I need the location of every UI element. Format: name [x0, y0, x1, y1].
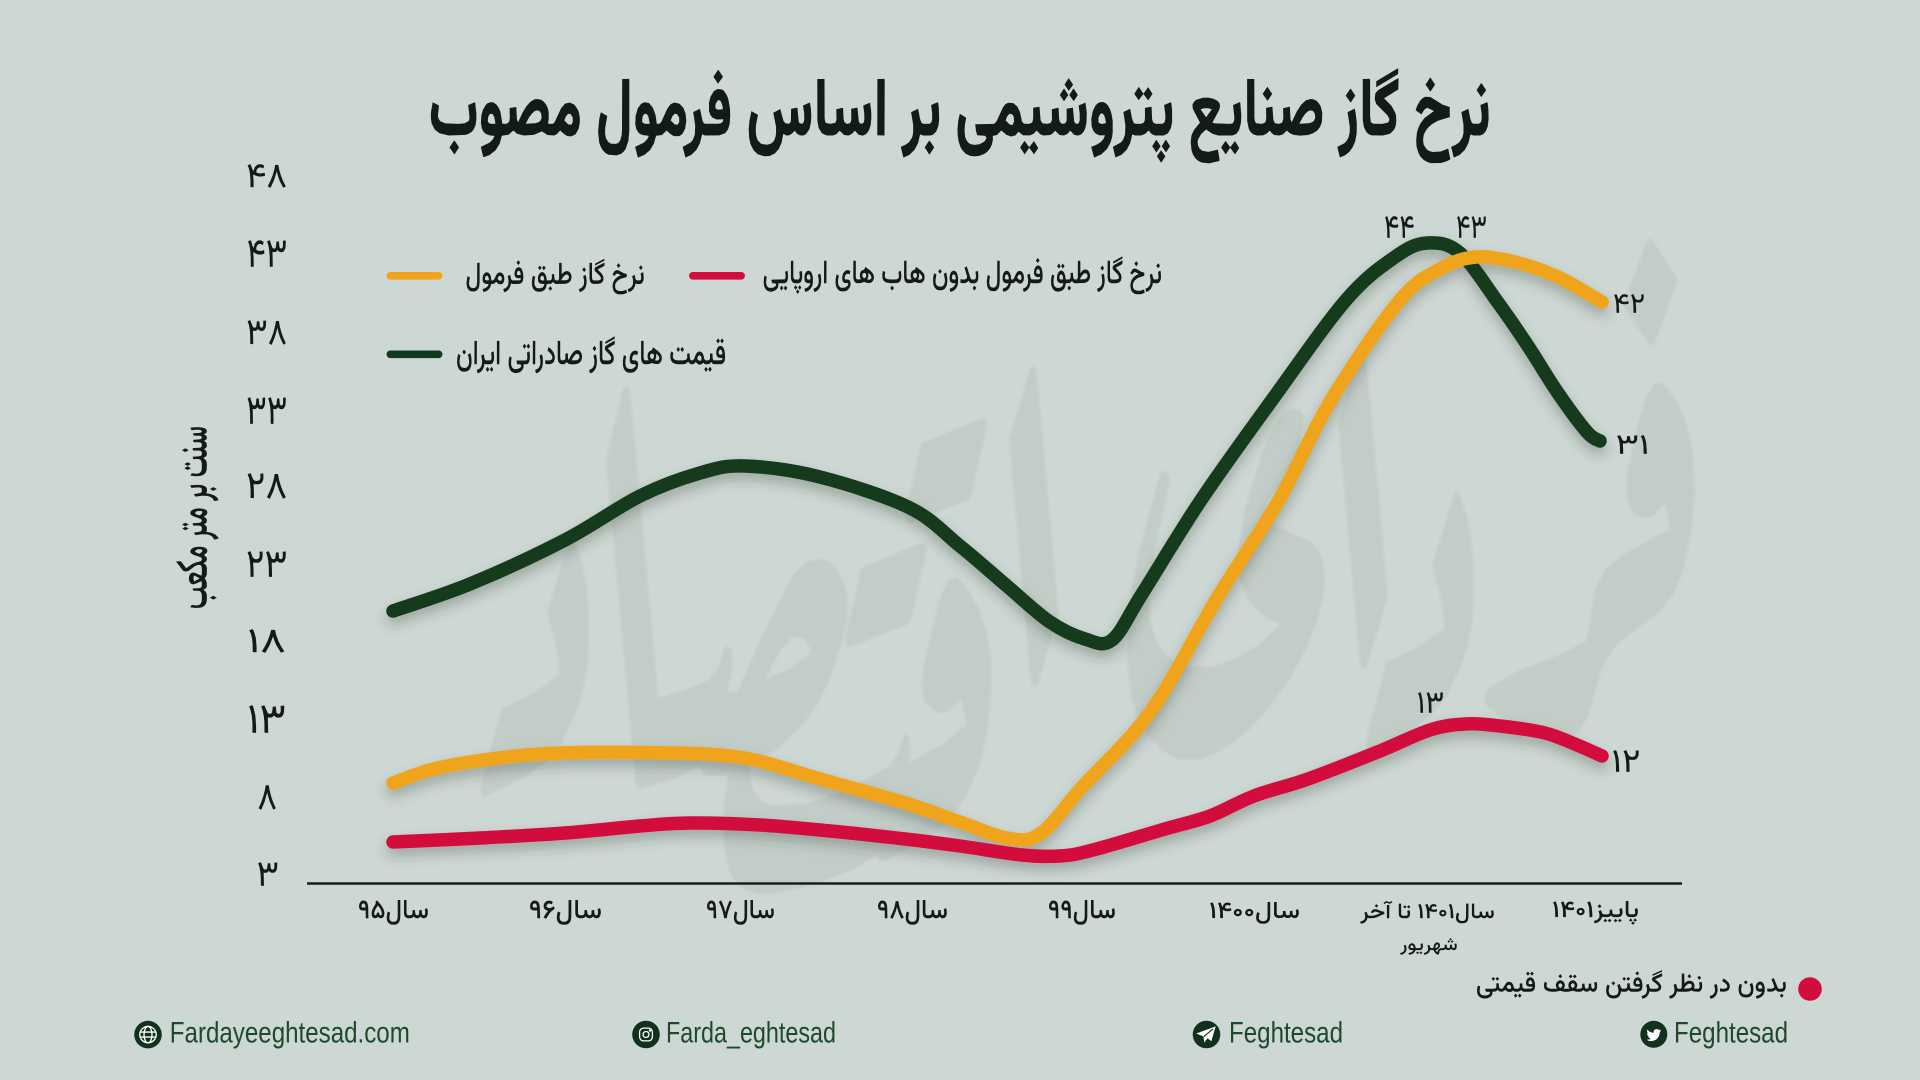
- svg-text:Farda_eghtesad: Farda_eghtesad: [666, 1017, 836, 1050]
- svg-text:Feghtesad: Feghtesad: [1229, 1017, 1343, 1050]
- svg-text:Fardayeeghtesad.com: Fardayeeghtesad.com: [170, 1017, 410, 1050]
- svg-text:Feghtesad: Feghtesad: [1674, 1017, 1788, 1050]
